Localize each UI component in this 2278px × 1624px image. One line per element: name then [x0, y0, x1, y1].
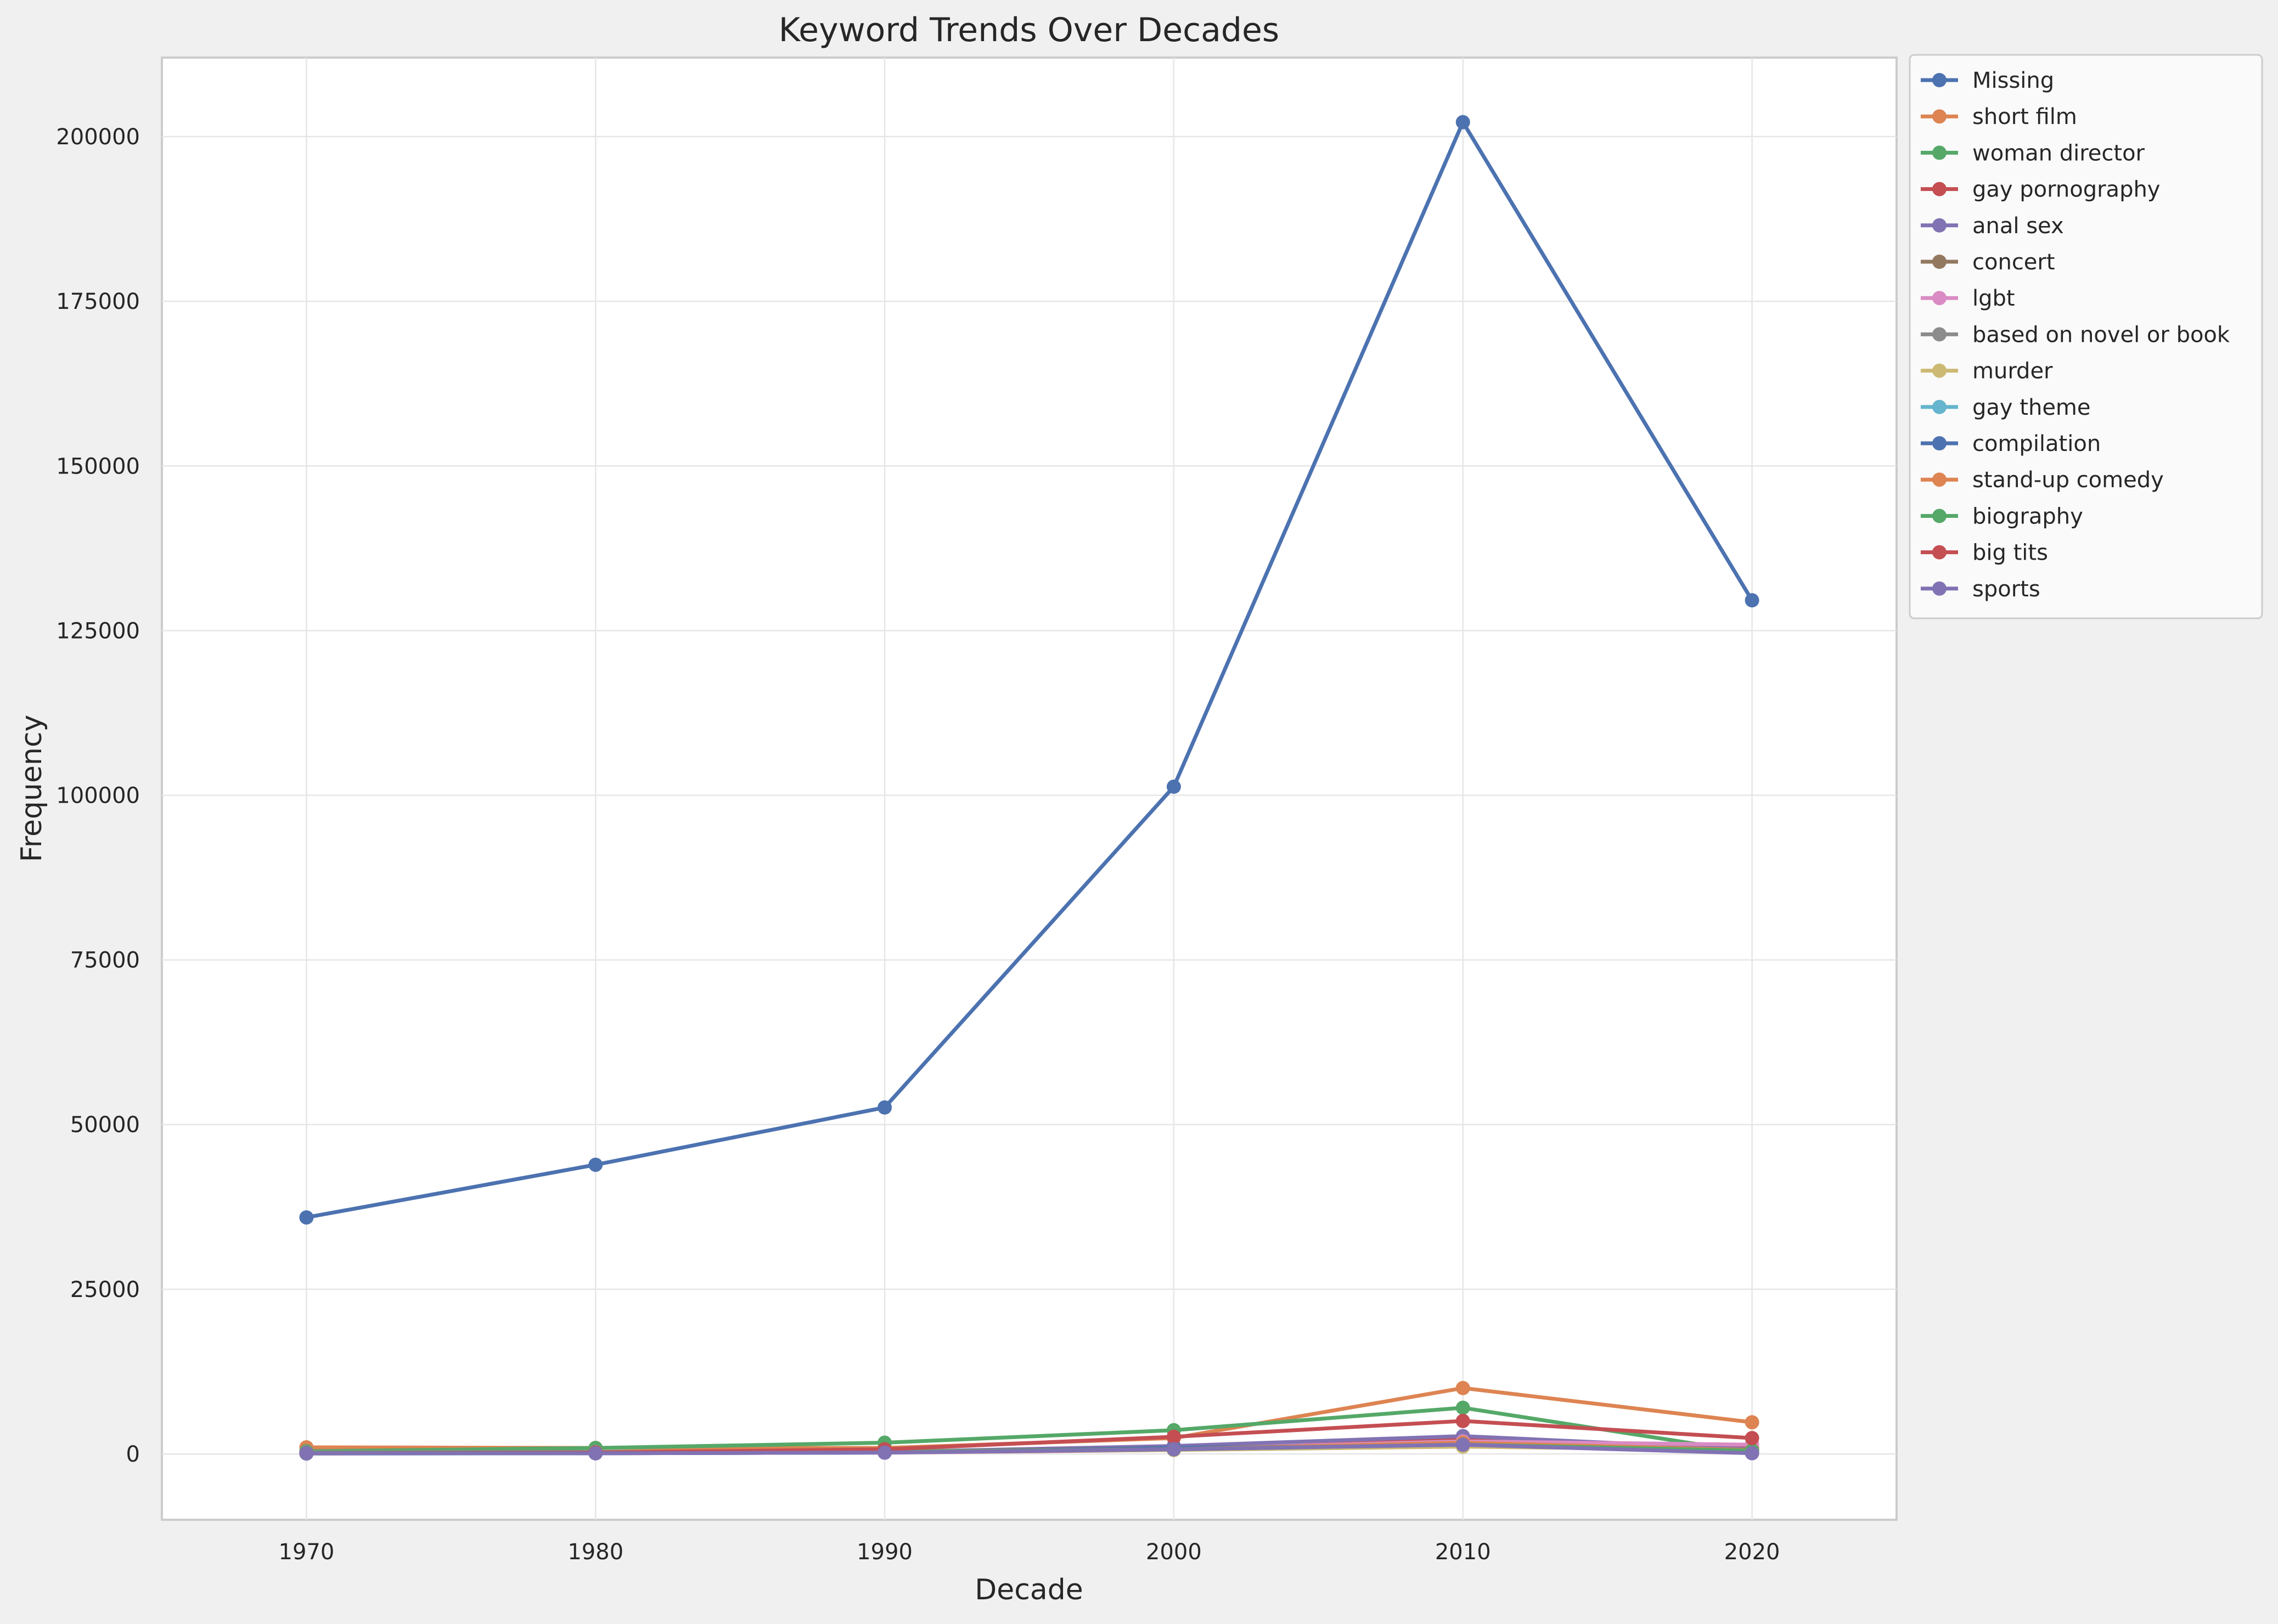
legend-label: short film: [1972, 104, 2077, 129]
legend-marker: [1932, 509, 1947, 523]
legend-marker: [1932, 73, 1947, 87]
data-point: [1745, 1431, 1759, 1446]
legend-label: biography: [1972, 504, 2083, 529]
series-line: [304, 120, 1754, 1220]
plot-area: [161, 57, 1898, 1521]
chart-title: Keyword Trends Over Decades: [779, 11, 1279, 49]
legend-marker: [1932, 327, 1947, 342]
y-tick-label: 175000: [56, 289, 140, 314]
data-point: [1166, 779, 1181, 794]
data-point: [1455, 1380, 1470, 1395]
data-point: [299, 1210, 314, 1225]
data-point: [1455, 1413, 1470, 1428]
data-point: [1745, 1415, 1759, 1430]
legend-label: lgbt: [1972, 286, 2015, 311]
series-line: [304, 1442, 1754, 1456]
legend-marker: [1932, 399, 1947, 414]
legend-marker: [1932, 363, 1947, 378]
legend-marker: [1932, 182, 1947, 196]
y-tick-label: 50000: [70, 1113, 140, 1138]
legend-marker: [1932, 472, 1947, 487]
series-lines: [299, 115, 1759, 1461]
legend-marker: [1932, 218, 1947, 233]
data-point: [299, 1446, 314, 1461]
data-point: [1166, 1442, 1181, 1457]
legend-box: [1909, 54, 2263, 619]
legend-label: murder: [1972, 359, 2053, 384]
legend-marker: [1932, 109, 1947, 124]
x-tick-label: 2000: [1146, 1540, 1202, 1565]
data-point: [588, 1446, 603, 1461]
data-point: [1166, 1429, 1181, 1444]
data-point: [878, 1100, 892, 1115]
data-point: [878, 1445, 892, 1460]
legend-label: stand-up comedy: [1972, 467, 2164, 493]
x-tick-label: 2020: [1724, 1540, 1780, 1565]
y-tick-label: 200000: [56, 125, 140, 150]
legend-label: based on novel or book: [1972, 322, 2230, 347]
legend-marker: [1932, 145, 1947, 160]
legend-label: woman director: [1972, 140, 2145, 166]
data-point: [588, 1157, 603, 1172]
legend: Missing short film woman director gay porno…: [1909, 54, 2263, 619]
series-group: [299, 1437, 1759, 1461]
data-point: [1455, 115, 1470, 129]
data-point: [1455, 1437, 1470, 1452]
tick-labels: 1970 1980 1990 2000 2010 2020 0 25000 50000 75000…: [56, 125, 1780, 1565]
series-group: [299, 115, 1759, 1225]
y-axis-label: Frequency: [15, 715, 48, 862]
y-tick-label: 0: [126, 1442, 140, 1467]
gridlines: [162, 58, 1897, 1520]
y-tick-label: 25000: [70, 1277, 140, 1302]
y-tick-label: 100000: [56, 783, 140, 809]
y-tick-label: 125000: [56, 618, 140, 644]
data-point: [1745, 1446, 1759, 1461]
legend-label: compilation: [1972, 431, 2101, 456]
x-tick-label: 1970: [279, 1540, 335, 1565]
data-point: [1745, 593, 1759, 608]
legend-marker: [1932, 545, 1947, 560]
legend-marker: [1932, 255, 1947, 269]
legend-label: anal sex: [1972, 213, 2064, 239]
data-point: [1455, 1400, 1470, 1415]
x-tick-label: 2010: [1435, 1540, 1491, 1565]
series-line: [304, 1406, 1754, 1455]
legend-marker: [1932, 436, 1947, 450]
legend-label: gay theme: [1972, 395, 2091, 420]
x-axis-label: Decade: [975, 1574, 1083, 1606]
x-tick-label: 1980: [567, 1540, 623, 1565]
x-tick-label: 1990: [857, 1540, 913, 1565]
legend-label: Missing: [1972, 68, 2054, 93]
legend-label: big tits: [1972, 540, 2048, 566]
legend-label: concert: [1972, 250, 2055, 275]
legend-marker: [1932, 581, 1947, 596]
legend-marker: [1932, 291, 1947, 306]
legend-label: sports: [1972, 577, 2040, 602]
y-tick-label: 150000: [56, 454, 140, 479]
y-tick-label: 75000: [70, 948, 140, 973]
legend-label: gay pornography: [1972, 177, 2160, 202]
